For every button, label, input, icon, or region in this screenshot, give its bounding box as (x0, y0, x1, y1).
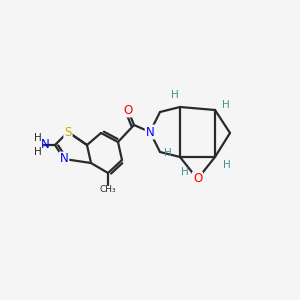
Text: H: H (34, 147, 42, 157)
Text: N: N (60, 152, 68, 166)
Text: H: H (223, 160, 231, 170)
Text: S: S (64, 125, 72, 139)
Text: H: H (222, 100, 230, 110)
Text: CH₃: CH₃ (100, 185, 116, 194)
Text: H: H (171, 90, 179, 100)
Text: O: O (123, 103, 133, 116)
Text: O: O (193, 172, 202, 185)
Text: N: N (40, 139, 50, 152)
Text: N: N (146, 125, 154, 139)
Text: H: H (181, 167, 189, 177)
Text: H: H (164, 148, 172, 158)
Text: H: H (34, 133, 42, 143)
